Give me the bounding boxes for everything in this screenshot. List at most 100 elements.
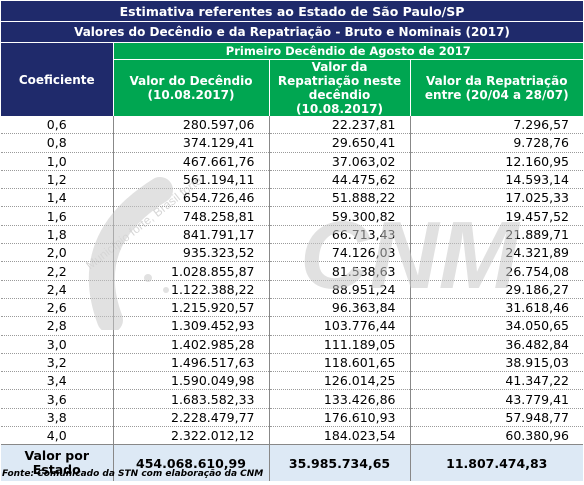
decendio-value-cell: 1.496.517,63	[113, 353, 270, 373]
decendio-value-cell: 1.683.582,33	[113, 389, 270, 409]
repatriacao-periodo-cell: 41.347,22	[410, 371, 583, 391]
repatriacao-decendio-cell: 44.475,62	[269, 170, 411, 190]
total-repatriacao-periodo: 11.807.474,83	[410, 444, 583, 482]
decendio-value-cell: 935.323,52	[113, 243, 270, 263]
decendio-value-cell: 654.726,46	[113, 188, 270, 208]
table-row: 3,4 1.590.049,98 126.014,25 41.347,22	[1, 371, 583, 391]
total-row: Valor por Estado 454.068.610,99 35.985.7…	[1, 444, 583, 482]
repatriacao-periodo-cell: 43.779,41	[410, 389, 583, 409]
table-row: 2,2 1.028.855,87 81.538,63 26.754,08	[1, 261, 583, 281]
decendio-value-cell: 1.028.855,87	[113, 261, 270, 281]
decendio-value-cell: 280.597,06	[113, 116, 270, 135]
repatriacao-decendio-cell: 74.126,03	[269, 243, 411, 263]
repatriacao-decendio-cell: 88.951,24	[269, 280, 411, 299]
repatriacao-decendio-cell: 184.023,54	[269, 426, 411, 446]
repatriacao-periodo-cell: 36.482,84	[410, 335, 583, 354]
repatriacao-periodo-cell: 19.457,52	[410, 206, 583, 226]
table-row: 1,2 561.194,11 44.475,62 14.593,14	[1, 170, 583, 190]
table-row: 3,6 1.683.582,33 133.426,86 43.779,41	[1, 389, 583, 409]
repatriacao-decendio-cell: 51.888,22	[269, 188, 411, 208]
coefficient-cell: 1,4	[1, 188, 114, 208]
repatriacao-decendio-cell: 29.650,41	[269, 133, 411, 153]
table-row: 1,6 748.258,81 59.300,82 19.457,52	[1, 206, 583, 226]
repatriacao-decendio-cell: 176.610,93	[269, 408, 411, 428]
decendio-value-cell: 1.309.452,93	[113, 316, 270, 336]
repatriacao-decendio-cell: 59.300,82	[269, 206, 411, 226]
repatriacao-periodo-cell: 29.186,27	[410, 280, 583, 299]
coefficient-cell: 1,6	[1, 206, 114, 226]
column-header-repatriacao-decendio: Valor da Repatriação neste decêndio (10.…	[269, 59, 411, 116]
coefficient-cell: 3,8	[1, 408, 114, 428]
coefficient-cell: 2,2	[1, 261, 114, 281]
table-row: 3,0 1.402.985,28 111.189,05 36.482,84	[1, 335, 583, 354]
decendio-value-cell: 561.194,11	[113, 170, 270, 190]
decendio-value-cell: 2.322.012,12	[113, 426, 270, 446]
table-row: 0,6 280.597,06 22.237,81 7.296,57	[1, 116, 583, 135]
coefficient-header: Coeficiente	[1, 42, 114, 116]
table-row: 2,6 1.215.920,57 96.363,84 31.618,46	[1, 298, 583, 318]
repatriacao-periodo-cell: 60.380,96	[410, 426, 583, 446]
repatriacao-decendio-cell: 22.237,81	[269, 116, 411, 135]
total-decendio: 454.068.610,99	[113, 444, 270, 482]
coefficient-cell: 3,0	[1, 335, 114, 354]
coefficient-cell: 0,8	[1, 133, 114, 153]
decendio-value-cell: 467.661,76	[113, 152, 270, 171]
repatriacao-decendio-cell: 133.426,86	[269, 389, 411, 409]
table-row: 2,0 935.323,52 74.126,03 24.321,89	[1, 243, 583, 263]
repatriacao-periodo-cell: 34.050,65	[410, 316, 583, 336]
decendio-value-cell: 1.215.920,57	[113, 298, 270, 318]
column-header-decendio: Valor do Decêndio (10.08.2017)	[113, 59, 270, 116]
repatriacao-decendio-cell: 111.189,05	[269, 335, 411, 354]
repatriacao-periodo-cell: 24.321,89	[410, 243, 583, 263]
table-title: Estimativa referentes ao Estado de São P…	[1, 1, 583, 22]
coefficient-cell: 2,8	[1, 316, 114, 336]
source-note: Fonte: Comunicado da STN com elaboração …	[2, 469, 264, 479]
repatriacao-periodo-cell: 31.618,46	[410, 298, 583, 318]
repatriacao-decendio-cell: 96.363,84	[269, 298, 411, 318]
repatriacao-periodo-cell: 38.915,03	[410, 353, 583, 373]
repatriacao-periodo-cell: 26.754,08	[410, 261, 583, 281]
table-row: 4,0 2.322.012,12 184.023,54 60.380,96	[1, 426, 583, 446]
coefficient-cell: 0,6	[1, 116, 114, 135]
table-subtitle: Valores do Decêndio e da Repatriação - B…	[1, 21, 583, 43]
repatriacao-periodo-cell: 57.948,77	[410, 408, 583, 428]
table-row: 1,0 467.661,76 37.063,02 12.160,95	[1, 152, 583, 171]
coefficient-cell: 3,4	[1, 371, 114, 391]
repatriacao-periodo-cell: 14.593,14	[410, 170, 583, 190]
column-header-repatriacao-periodo: Valor da Repatriação entre (20/04 a 28/0…	[410, 59, 583, 116]
repatriacao-periodo-cell: 21.889,71	[410, 225, 583, 245]
table-row: 1,8 841.791,17 66.713,43 21.889,71	[1, 225, 583, 245]
coefficient-cell: 2,0	[1, 243, 114, 263]
table-row: 0,8 374.129,41 29.650,41 9.728,76	[1, 133, 583, 153]
repatriacao-decendio-cell: 37.063,02	[269, 152, 411, 171]
coefficient-cell: 1,0	[1, 152, 114, 171]
decendio-value-cell: 1.402.985,28	[113, 335, 270, 354]
table-row: 3,8 2.228.479,77 176.610,93 57.948,77	[1, 408, 583, 428]
decendio-value-cell: 1.122.388,22	[113, 280, 270, 299]
decendio-value-cell: 748.258,81	[113, 206, 270, 226]
repatriacao-decendio-cell: 81.538,63	[269, 261, 411, 281]
coefficient-cell: 3,2	[1, 353, 114, 373]
repatriacao-decendio-cell: 118.601,65	[269, 353, 411, 373]
repatriacao-periodo-cell: 12.160,95	[410, 152, 583, 171]
decendio-value-cell: 374.129,41	[113, 133, 270, 153]
repatriacao-periodo-cell: 17.025,33	[410, 188, 583, 208]
coefficient-cell: 2,6	[1, 298, 114, 318]
total-label: Valor por Estado	[1, 444, 114, 482]
repatriacao-periodo-cell: 7.296,57	[410, 116, 583, 135]
decendio-value-cell: 1.590.049,98	[113, 371, 270, 391]
coefficient-cell: 1,8	[1, 225, 114, 245]
repatriacao-periodo-cell: 9.728,76	[410, 133, 583, 153]
decendio-value-cell: 841.791,17	[113, 225, 270, 245]
repatriacao-decendio-cell: 126.014,25	[269, 371, 411, 391]
coefficient-cell: 4,0	[1, 426, 114, 446]
table-row: 2,4 1.122.388,22 88.951,24 29.186,27	[1, 280, 583, 299]
coefficient-cell: 1,2	[1, 170, 114, 190]
period-group-header: Primeiro Decêndio de Agosto de 2017	[113, 42, 583, 60]
coefficient-cell: 3,6	[1, 389, 114, 409]
repatriacao-decendio-cell: 66.713,43	[269, 225, 411, 245]
table-row: 2,8 1.309.452,93 103.776,44 34.050,65	[1, 316, 583, 336]
table-body: 0,6 280.597,06 22.237,81 7.296,57 0,8 374.129…	[1, 116, 583, 446]
table-row: 1,4 654.726,46 51.888,22 17.025,33	[1, 188, 583, 208]
